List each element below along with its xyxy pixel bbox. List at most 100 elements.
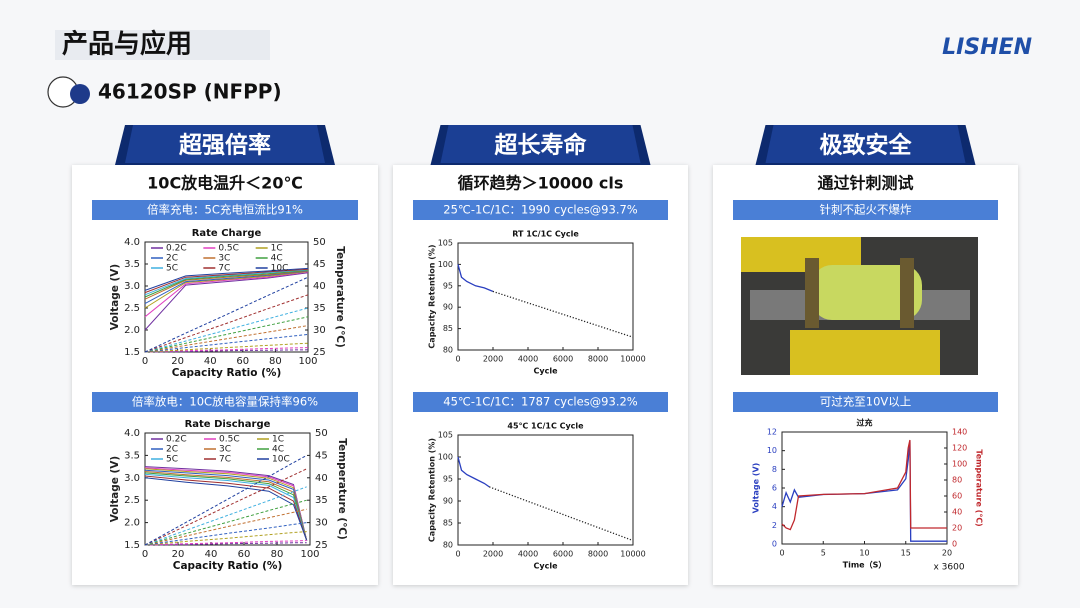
x-tick-label: 20 [942,549,952,558]
x-tick-label: 20 [171,356,184,367]
tab [440,125,641,163]
y2-tick-label: 30 [313,325,326,336]
y-axis-label: Voltage (V) [109,264,121,331]
x-tick-label: 0 [142,549,148,560]
legend-label: 5C [166,264,178,274]
y-tick-label: 4 [772,502,777,511]
y-tick-label: 3.5 [124,259,140,270]
series-line [144,268,309,294]
x-tick-label: 100 [300,549,319,560]
y-tick-label: 3.5 [124,450,140,461]
tab [765,125,966,163]
plot-frame [781,431,948,545]
series-line [144,272,309,331]
series-line [144,531,307,546]
series-line [144,508,307,546]
chart-title: RT 1C/1C Cycle [512,230,579,239]
y2-tick-label: 80 [952,476,962,485]
annotation: x 3600 [933,563,964,573]
legend-label: 10C [271,264,289,274]
x-tick-label: 60 [236,356,249,367]
y-tick-label: 2.5 [124,303,140,314]
plot-frame [144,432,311,546]
legend-label: 7C [218,264,230,274]
y-tick-label: 4.0 [124,237,140,248]
series-line [144,475,308,541]
x-tick-label: 5 [821,549,826,558]
y-tick-label: 2.0 [124,325,140,336]
x-axis-label: Cycle [534,367,559,376]
y2-tick-label: 50 [313,237,326,248]
y2-axis-label: Temperature (℃) [336,438,348,540]
y-tick-label: 85 [443,324,453,333]
x-tick-label: 8000 [588,355,608,364]
y-tick-label: 105 [438,431,453,440]
logo: LISHEN [942,35,1032,60]
banner-text: 25℃-1C/1C：1990 cycles@93.7% [443,203,638,217]
x-axis-label: Capacity Ratio (%) [172,367,282,379]
series-line [457,264,494,293]
legend-label: 0.2C [166,244,187,254]
y-tick-label: 4.0 [124,428,140,439]
legend-label: 1C [272,435,284,445]
y2-tick-label: 45 [313,259,326,270]
x-tick-label: 80 [269,356,282,367]
series-line [144,486,307,546]
series-line [144,316,309,353]
banner-text: 倍率充电：5C充电恒流比91% [147,203,303,217]
legend-label: 7C [219,455,231,465]
series-line [144,270,309,305]
legend-label: 3C [218,254,230,264]
y-tick-label: 12 [767,428,777,437]
series-line [144,342,309,353]
chart-title: 45℃ 1C/1C Cycle [507,422,584,431]
y-tick-label: 85 [443,519,453,528]
y-tick-label: 80 [443,346,453,355]
y2-tick-label: 60 [952,492,962,501]
x-tick-label: 2000 [483,355,503,364]
legend-label: 4C [271,254,283,264]
x-tick-label: 10000 [620,550,645,559]
y-tick-label: 95 [443,475,453,484]
x-tick-label: 0 [455,355,460,364]
series-line [144,522,307,546]
y2-tick-label: 0 [952,540,957,549]
x-tick-label: 8000 [588,550,608,559]
y2-tick-label: 40 [952,508,962,517]
tab-label: 超长寿命 [495,132,588,159]
x-axis-label: Capacity Ratio (%) [173,560,283,572]
y-axis-label: Voltage (V) [109,456,121,523]
y2-tick-label: 35 [315,495,328,506]
y2-tick-label: 45 [315,450,328,461]
series-line [144,499,307,546]
x-tick-label: 80 [271,549,284,560]
y2-tick-label: 40 [313,281,326,292]
y-axis-label: Voltage (V) [752,463,761,514]
x-tick-label: 2000 [483,550,503,559]
banner-text: 针刺不起火不爆炸 [820,203,912,217]
x-tick-label: 10 [859,549,869,558]
series-line [144,477,308,541]
x-tick-label: 15 [901,549,911,558]
legend-label: 0.2C [166,435,187,445]
banner-text: 45℃-1C/1C：1787 cycles@93.2% [443,395,638,409]
series-line [144,307,309,353]
headline: 通过针刺测试 [817,174,913,193]
x-tick-label: 6000 [553,550,573,559]
y-tick-label: 105 [438,239,453,248]
headline: 循环趋势＞10000 cls [458,174,624,193]
y-tick-label: 90 [443,303,453,312]
y2-tick-label: 25 [313,347,326,358]
legend-label: 2C [166,254,178,264]
y-tick-label: 1.5 [124,347,140,358]
y-tick-label: 8 [772,465,777,474]
subtitle: 46120SP (NFPP) [98,80,282,104]
y-tick-label: 6 [772,484,777,493]
series-line [144,454,307,546]
legend-label: 4C [272,445,284,455]
title-band [55,30,270,60]
y-axis-label: Capacity Retention (%) [428,244,437,348]
x-tick-label: 100 [298,356,317,367]
series-line [144,267,309,291]
